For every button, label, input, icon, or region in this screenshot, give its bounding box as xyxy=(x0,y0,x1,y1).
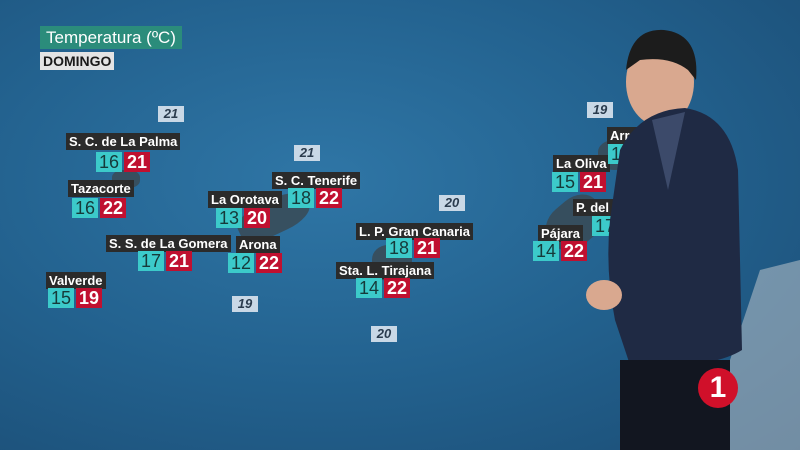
city-name: S. C. de La Palma xyxy=(66,133,181,150)
sea-temp: 20 xyxy=(439,195,465,211)
min-temp: 17 xyxy=(138,251,164,271)
max-temp: 22 xyxy=(561,241,587,261)
city-name: Tazacorte xyxy=(68,180,134,197)
max-temp: 22 xyxy=(384,278,410,298)
min-temp: 14 xyxy=(533,241,559,261)
city-temps: 14 22 xyxy=(356,278,410,298)
max-temp: 21 xyxy=(166,251,192,271)
city-name: S. S. de La Gomera xyxy=(106,235,231,252)
min-temp: 16 xyxy=(72,198,98,218)
max-temp: 22 xyxy=(316,188,342,208)
max-temp: 22 xyxy=(100,198,126,218)
city-temps: 16 22 xyxy=(72,198,126,218)
sea-temp: 19 xyxy=(587,102,613,118)
city-name: Pájara xyxy=(538,225,584,242)
city-temps: 13 20 xyxy=(216,208,270,228)
city-temps: 16 21 xyxy=(96,152,150,172)
sea-temp: 21 xyxy=(158,106,184,122)
max-temp: 22 xyxy=(256,253,282,273)
city-name: Valverde xyxy=(46,272,106,289)
min-temp: 15 xyxy=(552,172,578,192)
day-label: DOMINGO xyxy=(40,52,115,70)
city-name: La Orotava xyxy=(208,191,282,208)
city-temps: 15 19 xyxy=(48,288,102,308)
sea-temp: 21 xyxy=(294,145,320,161)
city-name: Arona xyxy=(236,236,280,253)
city-name: S. C. Tenerife xyxy=(272,172,361,189)
map-title: Temperatura (ºC) xyxy=(40,26,182,49)
city-temps: 18 22 xyxy=(288,188,342,208)
presenter xyxy=(586,29,800,450)
max-temp: 21 xyxy=(124,152,150,172)
city-name: Sta. L. Tirajana xyxy=(336,262,435,279)
tve-channel-logo: 1 xyxy=(698,368,738,408)
city-name: L. P. Gran Canaria xyxy=(356,223,474,240)
city-temps: 14 22 xyxy=(533,241,587,261)
min-temp: 18 xyxy=(288,188,314,208)
city-name: La Oliva xyxy=(553,155,610,172)
sea-temp: 19 xyxy=(232,296,258,312)
max-temp: 21 xyxy=(580,172,606,192)
city-temps: 17 21 xyxy=(138,251,192,271)
max-temp: 20 xyxy=(244,208,270,228)
sea-temp: 20 xyxy=(371,326,397,342)
city-temps: 12 22 xyxy=(228,253,282,273)
min-temp: 13 xyxy=(216,208,242,228)
min-temp: 14 xyxy=(356,278,382,298)
max-temp: 19 xyxy=(76,288,102,308)
max-temp: 21 xyxy=(414,238,440,258)
min-temp: 12 xyxy=(228,253,254,273)
city-temps: 18 21 xyxy=(386,238,440,258)
min-temp: 18 xyxy=(386,238,412,258)
city-temps: 15 21 xyxy=(552,172,606,192)
min-temp: 16 xyxy=(96,152,122,172)
min-temp: 15 xyxy=(48,288,74,308)
